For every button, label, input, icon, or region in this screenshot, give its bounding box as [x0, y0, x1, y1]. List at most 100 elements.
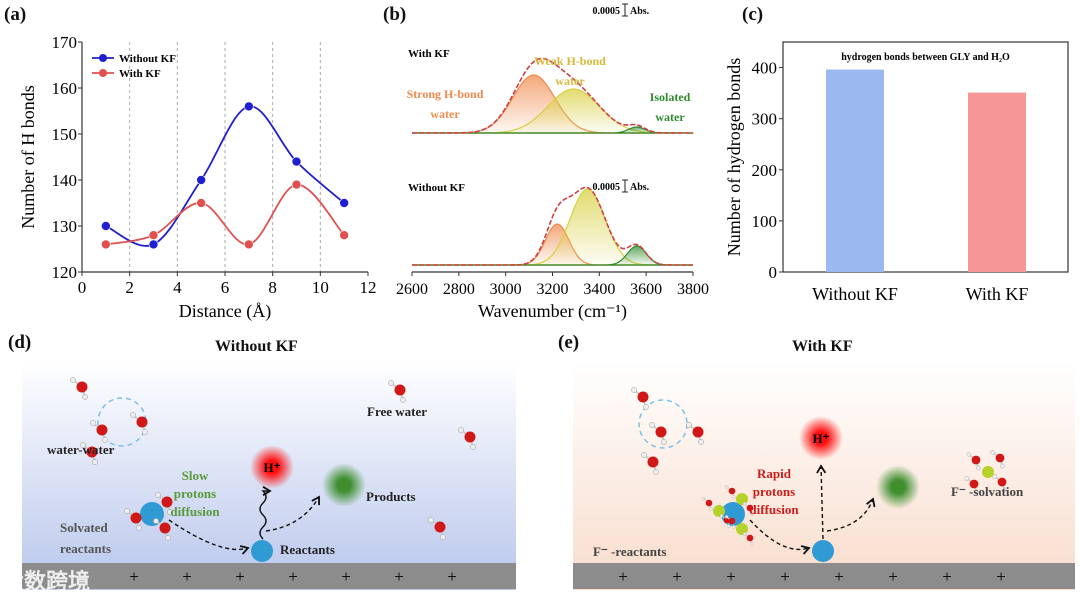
- hydrogen-atom: [661, 439, 667, 445]
- x-tick-label: 6: [221, 278, 230, 297]
- hydrogen-atom: [732, 495, 736, 499]
- x-tick-label: 0: [78, 278, 87, 297]
- proton-label: H⁺: [264, 460, 281, 475]
- diffusion-label: diffusion: [749, 502, 799, 517]
- hydrogen-atom: [698, 439, 704, 445]
- bar-1: [968, 92, 1026, 272]
- electrode-plus-sign: +: [726, 567, 736, 586]
- x-tick-label: 3800: [677, 281, 709, 298]
- oxygen-atom: [995, 453, 1005, 463]
- data-point: [339, 230, 349, 240]
- water-molecule-icon: [742, 502, 754, 516]
- annotation: water: [430, 107, 460, 121]
- data-point: [339, 198, 349, 208]
- chart-b-ftir: 2600 2800 3000 3200 3400 3600 3800 Wavenumber (…: [396, 3, 709, 322]
- diagram-label: F⁻ -reactants: [593, 544, 666, 559]
- hydrogen-atom: [440, 534, 446, 540]
- data-point: [244, 239, 254, 250]
- diffusion-label: diffusion: [170, 504, 220, 519]
- reactant-sphere: [251, 540, 273, 562]
- series-label: With KF: [408, 48, 450, 60]
- hydrogen-atom: [124, 508, 130, 514]
- electrode-plus-sign: +: [672, 567, 682, 586]
- data-point: [148, 230, 159, 240]
- electrode-plus-sign: +: [618, 567, 628, 586]
- electrode: [573, 563, 1075, 589]
- hydrogen-atom: [388, 380, 394, 386]
- data-point: [291, 156, 302, 167]
- x-axis-label: Wavenumber (cm⁻¹): [478, 301, 627, 322]
- hydrogen-atom: [641, 452, 647, 458]
- oxygen-atom: [76, 381, 88, 393]
- water-molecule-icon: [90, 420, 108, 443]
- water-molecule-icon: [964, 476, 979, 495]
- annotation: water: [555, 74, 585, 88]
- electrode-plus-sign: +: [834, 567, 844, 586]
- y-tick-label: 300: [752, 110, 778, 129]
- hydrogen-atom: [653, 469, 659, 475]
- panel-label-e: (e): [558, 332, 580, 353]
- x-tick-label: 3600: [630, 281, 662, 298]
- chart-title: hydrogen bonds between GLY and H₂O: [841, 52, 1010, 63]
- hydrogen-atom: [719, 514, 724, 518]
- data-point: [101, 239, 111, 250]
- x-axis-label: Distance (Å): [179, 301, 271, 322]
- oxygen-atom: [997, 477, 1007, 487]
- data-point: [291, 179, 302, 190]
- x-tick-label: Without KF: [812, 284, 898, 304]
- hydrogen-atom: [686, 422, 692, 428]
- annotation: water: [655, 110, 685, 124]
- oxygen-atom: [969, 479, 979, 489]
- y-tick-label: 0: [769, 263, 778, 282]
- scale-bar-icon: [622, 3, 628, 17]
- x-tick-label: 2: [125, 278, 134, 297]
- y-tick-label: 200: [752, 161, 778, 180]
- y-tick-label: 130: [52, 217, 78, 236]
- hydrogen-atom: [1000, 463, 1005, 469]
- hydrogen-atom: [153, 518, 159, 524]
- electrode-plus-sign: +: [888, 567, 898, 586]
- hydrogen-atom: [727, 524, 731, 528]
- x-tick-label: 3200: [537, 281, 569, 298]
- fluoride-ion: [713, 505, 725, 517]
- water-molecule-icon: [80, 442, 98, 465]
- fluoride-ion: [736, 523, 748, 535]
- electrode-plus-sign: +: [129, 567, 139, 586]
- oxygen-atom: [647, 456, 659, 468]
- water-molecule-icon: [458, 427, 476, 450]
- diagram-e-title: With KF: [792, 338, 853, 355]
- fluoride-ion: [982, 466, 994, 478]
- hydrogen-atom: [742, 502, 747, 506]
- water-molecule-icon: [992, 474, 1007, 493]
- water-molecule-icon: [742, 532, 754, 546]
- water-molecule-icon: [428, 517, 446, 540]
- hydrogen-atom: [428, 517, 434, 523]
- hydrogen-atom: [649, 422, 655, 428]
- wavy-arrow: [259, 486, 272, 540]
- water-molecule-icon: [130, 412, 148, 435]
- hydrogen-atom: [458, 427, 464, 433]
- water-molecule-icon: [724, 485, 736, 499]
- proton-glow: [250, 445, 294, 489]
- scale-value: 0.0005: [593, 6, 621, 17]
- oxygen-atom: [434, 521, 446, 533]
- oxygen-atom: [464, 431, 476, 443]
- hydrogen-atom: [701, 497, 706, 501]
- hydrogen-atom: [631, 387, 637, 393]
- water-molecule-icon: [153, 518, 171, 541]
- y-tick-label: 400: [752, 59, 778, 78]
- data-point: [196, 175, 206, 185]
- electrode-plus-sign: +: [394, 567, 404, 586]
- dashed-arrow: [265, 495, 320, 532]
- diagram-label: water-water: [47, 442, 115, 457]
- legend-label: Without KF: [119, 53, 176, 65]
- hydrogen-atom: [400, 397, 406, 403]
- y-tick-label: 120: [52, 263, 78, 282]
- hydrogen-atom: [966, 452, 972, 457]
- x-tick-label: 8: [268, 278, 277, 297]
- electrode-plus-sign: +: [235, 567, 245, 586]
- product-blob: [322, 463, 366, 507]
- water-molecule-icon: [124, 508, 142, 531]
- plot-frame: [782, 41, 1069, 273]
- water-molecule-icon: [724, 515, 736, 529]
